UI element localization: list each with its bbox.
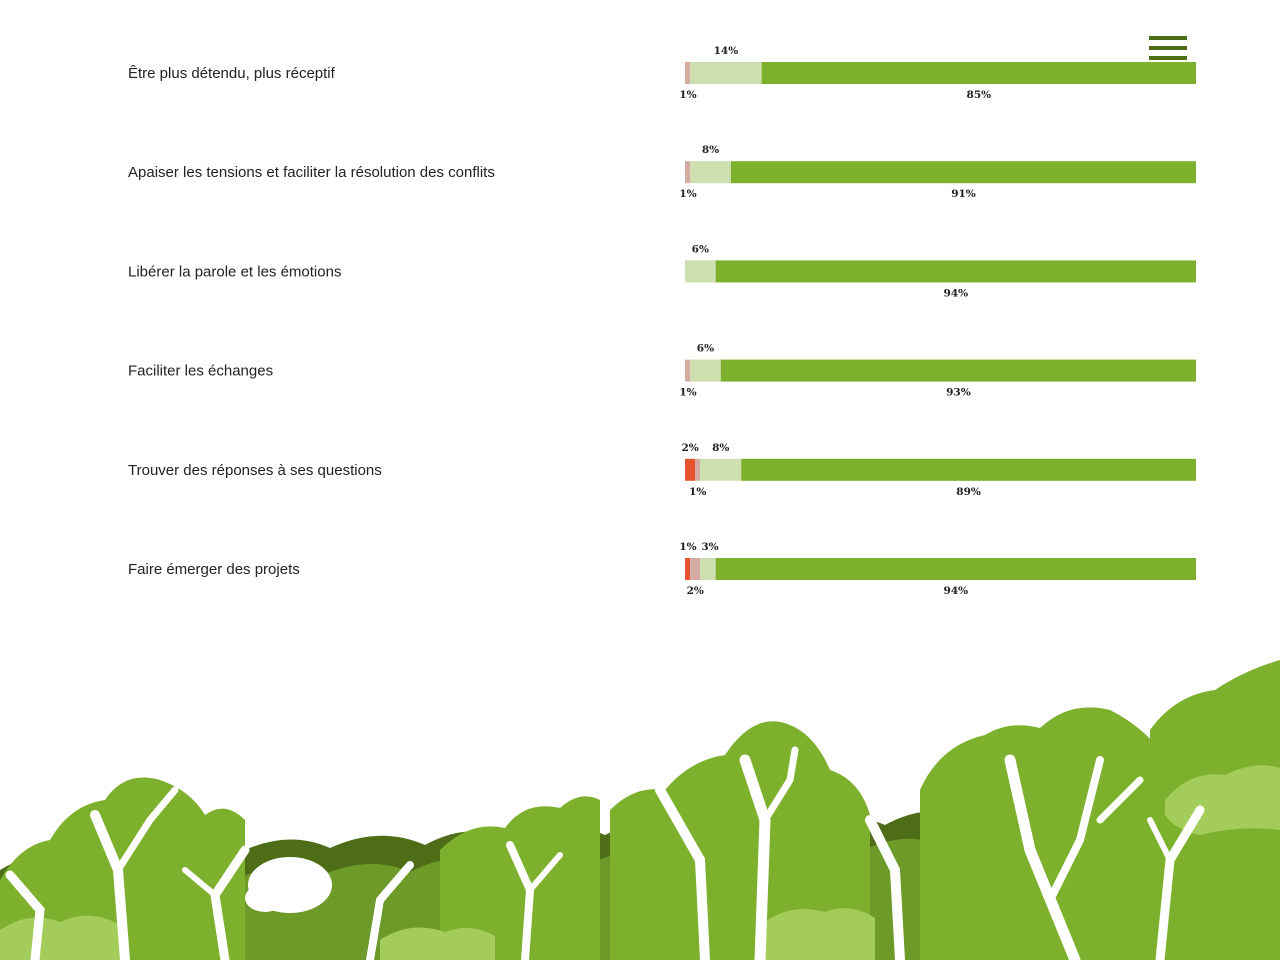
data-label: 85% — [967, 89, 992, 101]
data-label: 1% — [689, 486, 706, 498]
data-label: 89% — [956, 486, 981, 498]
bar-segment — [720, 359, 1196, 382]
canopy-bright — [920, 707, 1160, 960]
bar-segment — [690, 161, 731, 184]
bar-segment — [690, 558, 701, 580]
hamburger-menu-icon[interactable] — [1149, 36, 1187, 66]
bar-segment — [761, 62, 1196, 84]
bar-segment — [685, 62, 691, 84]
data-label: 1% — [679, 387, 696, 399]
canopy-light — [380, 927, 495, 960]
canopy-bright — [610, 721, 870, 960]
bar-segment — [700, 558, 716, 580]
bar-segment — [700, 458, 742, 481]
white-bush — [245, 884, 285, 912]
menu-line — [1149, 36, 1187, 40]
category-label: Faciliter les échanges — [128, 363, 273, 380]
data-label: 2% — [681, 442, 698, 454]
bar-segment — [685, 161, 691, 184]
data-label: 1% — [679, 89, 696, 101]
canopy-bright — [440, 796, 600, 960]
data-label: 93% — [946, 387, 971, 399]
category-label: Apaiser les tensions et faciliter la rés… — [128, 164, 495, 181]
tree-trunks — [5, 746, 1205, 960]
data-label: 8% — [702, 144, 719, 156]
bar-segment — [715, 558, 1196, 580]
bar-segment — [690, 359, 721, 382]
data-label: 91% — [951, 188, 976, 200]
bar-segment — [685, 558, 691, 580]
menu-line — [1149, 56, 1187, 60]
menu-line — [1149, 46, 1187, 50]
data-label: 1% — [679, 541, 696, 553]
canopy-light — [760, 908, 875, 960]
bar-segment — [685, 458, 696, 481]
bar-segment — [730, 161, 1196, 184]
category-label: Libérer la parole et les émotions — [128, 263, 341, 280]
bar-segment — [685, 359, 691, 382]
bar-segment — [690, 62, 762, 84]
data-label: 1% — [679, 188, 696, 200]
data-label: 2% — [687, 585, 704, 597]
bar-segment — [715, 260, 1196, 283]
bar-segment — [685, 260, 716, 283]
data-label: 8% — [712, 442, 729, 454]
data-label: 6% — [692, 243, 709, 255]
category-label: Être plus détendu, plus réceptif — [128, 65, 336, 82]
bar-segment — [695, 458, 701, 481]
data-label: 14% — [714, 45, 739, 57]
stacked-bar-chart: Être plus détendu, plus réceptif 14% 1% 85%… — [128, 45, 1196, 597]
data-label: 94% — [944, 287, 969, 299]
canopy-light — [0, 915, 120, 960]
bar-segment — [741, 458, 1196, 481]
data-label: 94% — [944, 585, 969, 597]
category-label: Trouver des réponses à ses questions — [128, 462, 382, 479]
data-label: 3% — [701, 541, 718, 553]
category-label: Faire émerger des projets — [128, 561, 300, 578]
forest-illustration — [0, 660, 1280, 960]
data-label: 6% — [697, 343, 714, 355]
